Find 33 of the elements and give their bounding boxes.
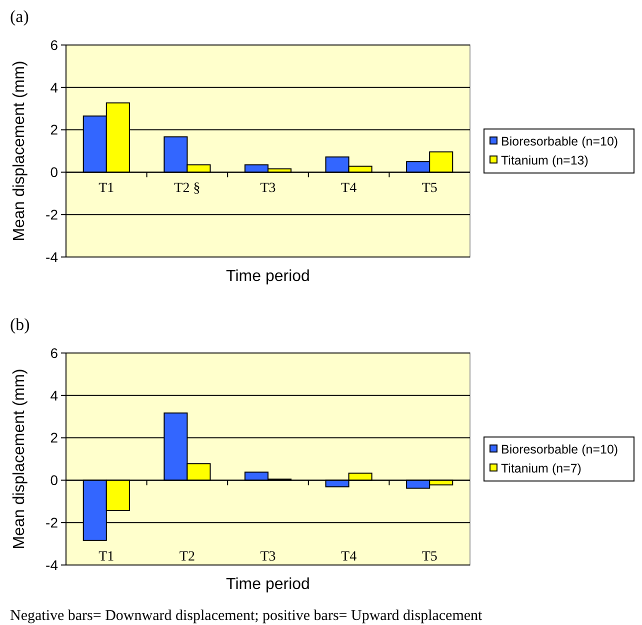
x-axis-title: Time period: [226, 576, 310, 593]
x-tick-label: T1: [98, 181, 114, 196]
y-tick-label: 2: [50, 430, 58, 446]
x-tick-label: T2: [179, 549, 195, 564]
y-tick-label: 6: [50, 36, 58, 53]
x-tick-label: T1: [98, 549, 114, 564]
chart-title: (a): [10, 7, 29, 26]
x-tick-label: T4: [341, 549, 357, 564]
x-axis-title: Time period: [226, 268, 310, 285]
y-tick-label: -4: [46, 556, 58, 573]
y-tick-label: 2: [50, 122, 58, 138]
x-tick-label: T5: [422, 549, 438, 564]
x-tick-label: T3: [260, 181, 276, 196]
text: Negative bars= Downward displacement; positive bars= Upward displacement: [10, 608, 484, 624]
legend-label: Bioresorbable (n=10): [501, 134, 618, 148]
y-tick-label: 4: [50, 387, 58, 404]
y-axis-title: Mean displacement (mm): [11, 368, 28, 550]
legend-label: Bioresorbable (n=10): [501, 442, 618, 456]
y-tick-label: 0: [50, 472, 58, 488]
y-axis-title: Mean displacement (mm): [11, 60, 28, 242]
legend-label: Titanium (n=13): [501, 153, 588, 168]
x-tick-label: T3: [260, 549, 276, 564]
x-tick-label: T4: [341, 181, 357, 196]
chart-title: (b): [10, 315, 30, 334]
y-tick-label: 4: [50, 79, 58, 96]
y-tick-label: 6: [50, 344, 58, 361]
y-tick-label: -2: [46, 514, 58, 530]
x-tick-label: T5: [422, 181, 438, 196]
y-tick-label: -4: [46, 248, 58, 265]
x-tick-label: T2 §: [174, 181, 200, 196]
y-tick-label: -2: [46, 206, 58, 222]
y-tick-label: 0: [50, 164, 58, 180]
legend-label: Titanium (n=7): [501, 461, 582, 476]
